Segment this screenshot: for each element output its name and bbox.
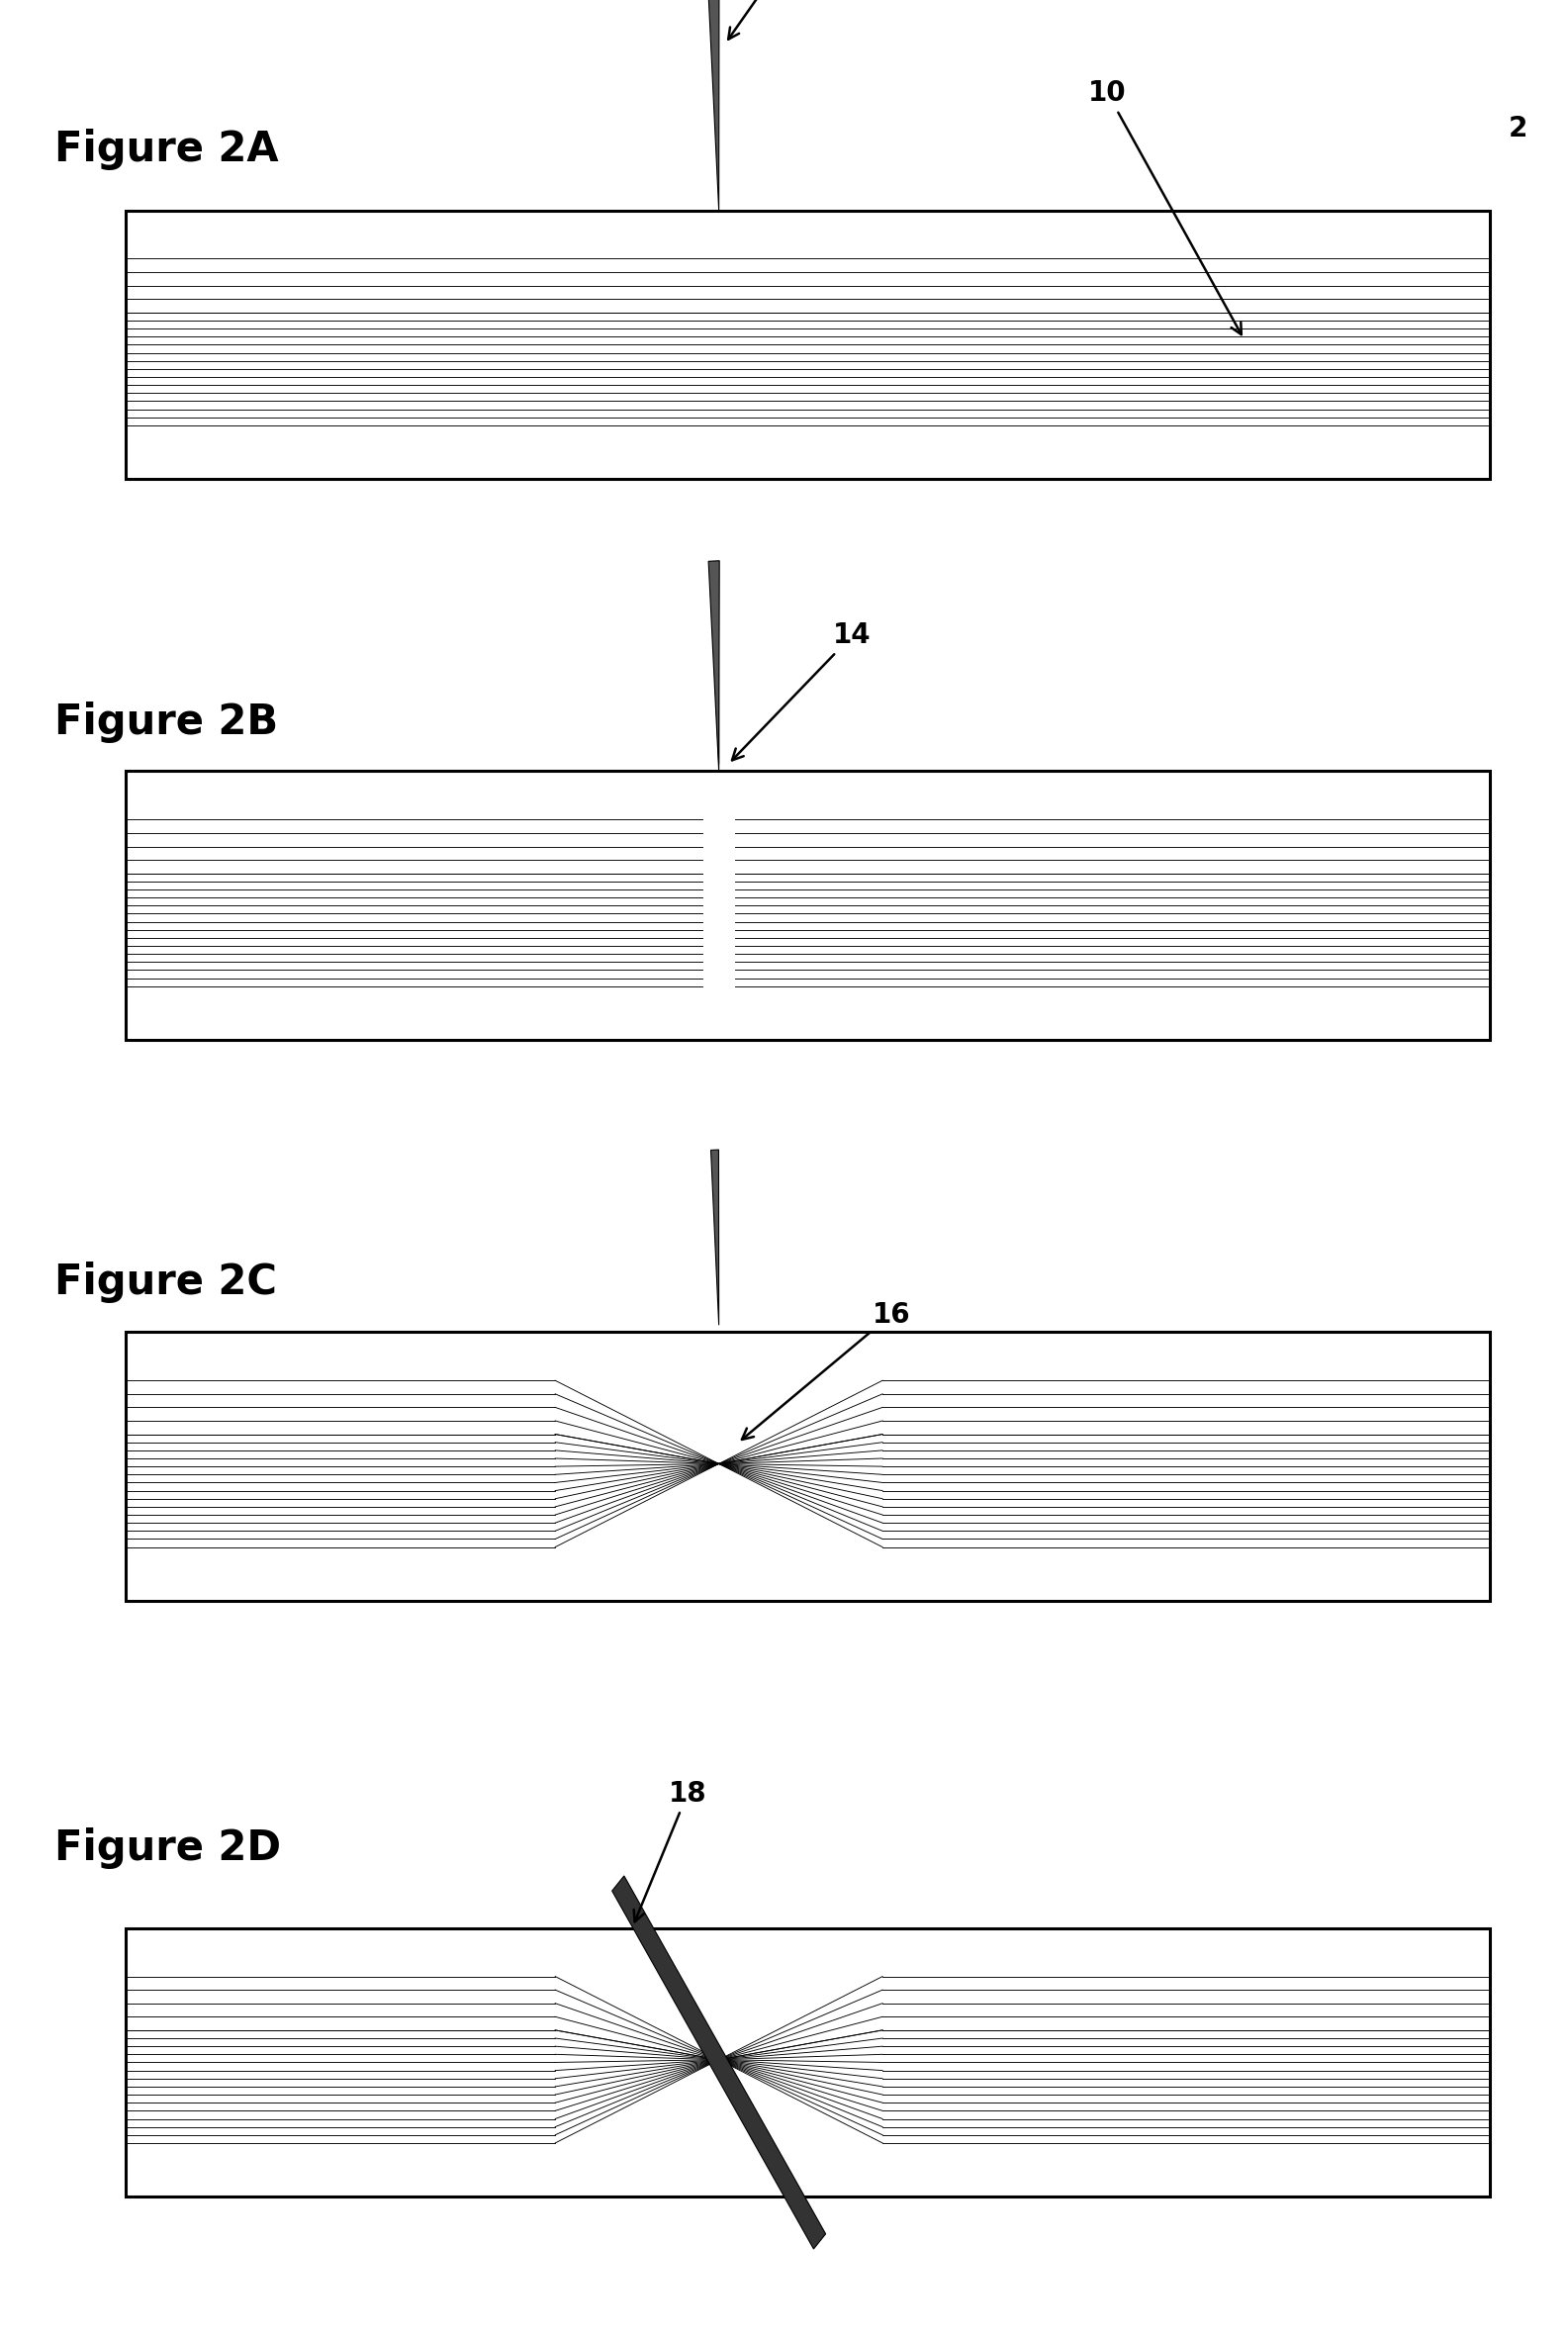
Polygon shape: [709, 561, 720, 771]
Polygon shape: [612, 1877, 826, 2248]
Text: 14: 14: [732, 622, 872, 760]
Polygon shape: [710, 1150, 718, 1325]
Bar: [125, 771, 1490, 1040]
Bar: [125, 1928, 1490, 2197]
Text: 16: 16: [742, 1302, 911, 1440]
Text: Figure 2A: Figure 2A: [55, 129, 279, 171]
Text: 12: 12: [728, 0, 825, 40]
Polygon shape: [710, 582, 718, 764]
Text: Figure 2B: Figure 2B: [55, 701, 279, 743]
Polygon shape: [709, 0, 720, 210]
Text: Figure 2D: Figure 2D: [55, 1828, 281, 1870]
Bar: [125, 1332, 1490, 1601]
Bar: [125, 210, 1490, 479]
Text: 18: 18: [633, 1781, 707, 1921]
Text: 2: 2: [1508, 115, 1527, 143]
Text: Figure 2C: Figure 2C: [55, 1262, 278, 1304]
Text: 10: 10: [1088, 79, 1242, 334]
